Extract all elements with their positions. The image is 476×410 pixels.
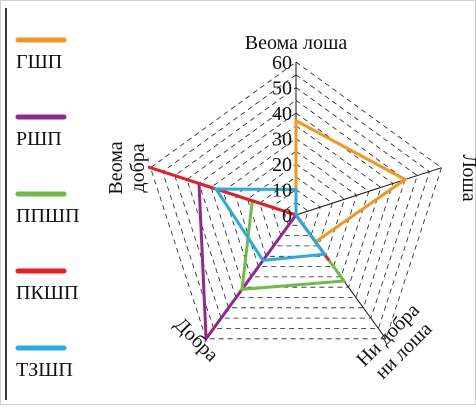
grid-ring <box>259 176 333 247</box>
grid-ring <box>271 189 321 237</box>
legend-label: ГШП <box>16 51 62 73</box>
grid-ring <box>174 87 418 319</box>
axis-label: добра <box>127 143 149 192</box>
tick-label: 40 <box>272 103 292 125</box>
radial-tick-labels: 0 10 20 30 40 50 60 <box>272 52 292 227</box>
legend-label: ППШП <box>16 205 80 227</box>
grid-ring <box>150 61 442 340</box>
legend-label: ПКШП <box>16 282 78 304</box>
tick-label: 30 <box>272 129 292 151</box>
tick-label: 50 <box>272 78 292 100</box>
axis-label: Веома лоша <box>245 32 348 54</box>
legend-label: РШП <box>16 128 62 150</box>
grid-ring <box>247 163 345 257</box>
legend: ГШП РШП ППШП ПКШП ТЗШП <box>5 8 80 400</box>
grid-ring <box>198 112 394 298</box>
grid-ring <box>283 201 309 226</box>
axis-label-group: Веома добра <box>105 141 149 194</box>
series-layer <box>147 118 408 344</box>
grid-ring <box>210 125 382 288</box>
axis-label: Лоша <box>458 154 476 201</box>
tick-label: 20 <box>272 154 292 176</box>
series-line <box>213 187 328 262</box>
series-line <box>294 118 408 244</box>
axis-spoke <box>295 167 442 216</box>
tick-label: 60 <box>272 52 292 74</box>
series-line <box>147 165 331 262</box>
grid-ring <box>162 74 430 329</box>
tick-label: 0 <box>282 205 292 227</box>
axis-label: Веома <box>105 141 127 194</box>
axis-label: Добра <box>170 313 223 366</box>
grid-ring <box>186 99 406 309</box>
grid-ring <box>222 138 370 278</box>
legend-label: ТЗШП <box>16 359 73 381</box>
tick-label: 10 <box>272 180 292 202</box>
